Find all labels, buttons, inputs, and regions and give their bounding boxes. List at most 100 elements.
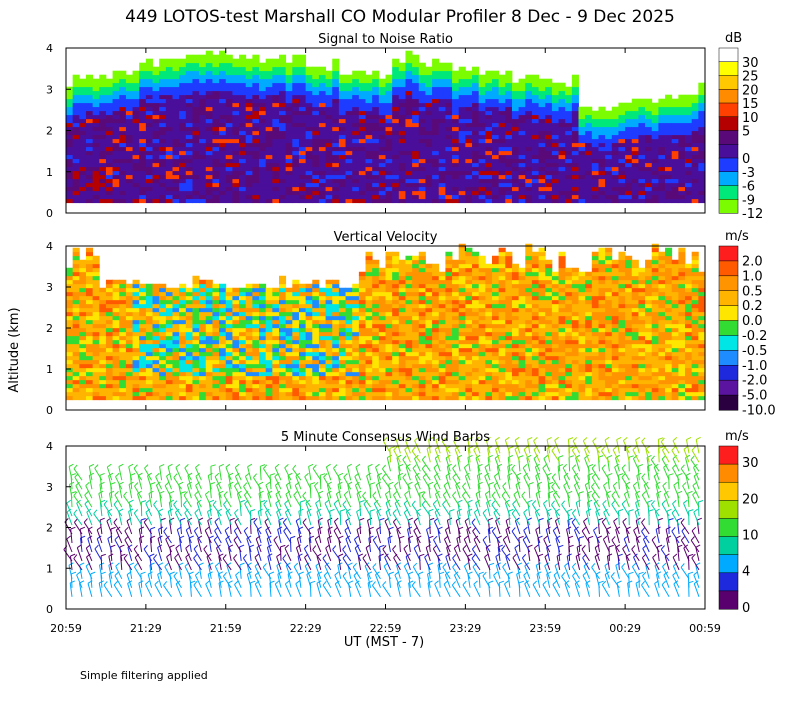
heat-cell <box>672 199 679 203</box>
heat-cell <box>73 151 80 155</box>
heat-cell <box>492 151 499 155</box>
heat-cell <box>199 352 206 356</box>
heat-cell <box>159 396 166 400</box>
heat-cell <box>452 308 459 312</box>
heat-cell <box>232 171 239 175</box>
heat-cell <box>412 79 419 83</box>
heat-cell <box>412 95 419 99</box>
heat-cell <box>452 91 459 95</box>
heat-cell <box>279 187 286 191</box>
heat-cell <box>472 127 479 131</box>
heat-cell <box>532 107 539 111</box>
heat-cell <box>272 151 279 155</box>
heat-cell <box>173 360 180 364</box>
heat-cell <box>539 151 546 155</box>
heat-cell <box>419 332 426 336</box>
heat-cell <box>605 151 612 155</box>
heat-cell <box>419 79 426 83</box>
heat-cell <box>419 264 426 268</box>
heat-cell <box>226 340 233 344</box>
heat-cell <box>99 388 106 392</box>
heat-cell <box>266 67 273 71</box>
heat-cell <box>565 87 572 91</box>
heat-cell <box>232 99 239 103</box>
heat-cell <box>585 187 592 191</box>
heat-cell <box>219 380 226 384</box>
heat-cell <box>326 95 333 99</box>
heat-cell <box>439 143 446 147</box>
heat-cell <box>252 103 259 107</box>
heat-cell <box>539 167 546 171</box>
heat-cell <box>79 187 86 191</box>
heat-cell <box>306 368 313 372</box>
heat-cell <box>93 364 100 368</box>
heat-cell <box>113 167 120 171</box>
heat-cell <box>86 336 93 340</box>
heat-cell <box>405 187 412 191</box>
heat-cell <box>279 296 286 300</box>
heat-cell <box>166 191 173 195</box>
heat-cell <box>219 95 226 99</box>
heat-cell <box>386 324 393 328</box>
heat-cell <box>206 332 213 336</box>
heat-cell <box>146 79 153 83</box>
heat-cell <box>292 348 299 352</box>
heat-cell <box>339 296 346 300</box>
heat-cell <box>519 195 526 199</box>
heat-cell <box>133 388 140 392</box>
heat-cell <box>532 87 539 91</box>
heat-cell <box>698 131 705 135</box>
heat-cell <box>192 171 199 175</box>
heat-cell <box>186 183 193 187</box>
heat-cell <box>133 332 140 336</box>
heat-cell <box>86 352 93 356</box>
heat-cell <box>545 163 552 167</box>
heat-cell <box>372 292 379 296</box>
heat-cell <box>279 55 286 59</box>
heat-cell <box>372 392 379 396</box>
heat-cell <box>93 187 100 191</box>
heat-cell <box>386 147 393 151</box>
heat-cell <box>99 155 106 159</box>
heat-cell <box>658 115 665 119</box>
heat-cell <box>399 83 406 87</box>
heat-cell <box>399 328 406 332</box>
heat-cell <box>685 191 692 195</box>
heat-cell <box>485 195 492 199</box>
heat-cell <box>113 119 120 123</box>
heat-cell <box>93 360 100 364</box>
heat-cell <box>279 115 286 119</box>
heat-cell <box>386 95 393 99</box>
heat-cell <box>359 368 366 372</box>
heat-cell <box>153 384 160 388</box>
heat-cell <box>219 316 226 320</box>
heat-cell <box>452 340 459 344</box>
heat-cell <box>399 280 406 284</box>
heat-cell <box>206 167 213 171</box>
heat-cell <box>93 348 100 352</box>
heat-cell <box>665 123 672 127</box>
heat-cell <box>532 95 539 99</box>
heat-cell <box>306 388 313 392</box>
heat-cell <box>119 376 126 380</box>
heat-cell <box>479 159 486 163</box>
heat-cell <box>159 67 166 71</box>
heat-cell <box>206 119 213 123</box>
heat-cell <box>405 276 412 280</box>
heat-cell <box>186 179 193 183</box>
heat-cell <box>445 127 452 131</box>
heat-cell <box>445 352 452 356</box>
heat-cell <box>106 396 113 400</box>
heat-cell <box>312 332 319 336</box>
heat-cell <box>299 384 306 388</box>
heat-cell <box>146 340 153 344</box>
heat-cell <box>259 83 266 87</box>
heat-cell <box>226 187 233 191</box>
heat-cell <box>159 372 166 376</box>
heat-cell <box>638 147 645 151</box>
heat-cell <box>93 155 100 159</box>
heat-cell <box>366 360 373 364</box>
heat-cell <box>79 163 86 167</box>
heat-cell <box>86 127 93 131</box>
heat-cell <box>66 272 73 276</box>
